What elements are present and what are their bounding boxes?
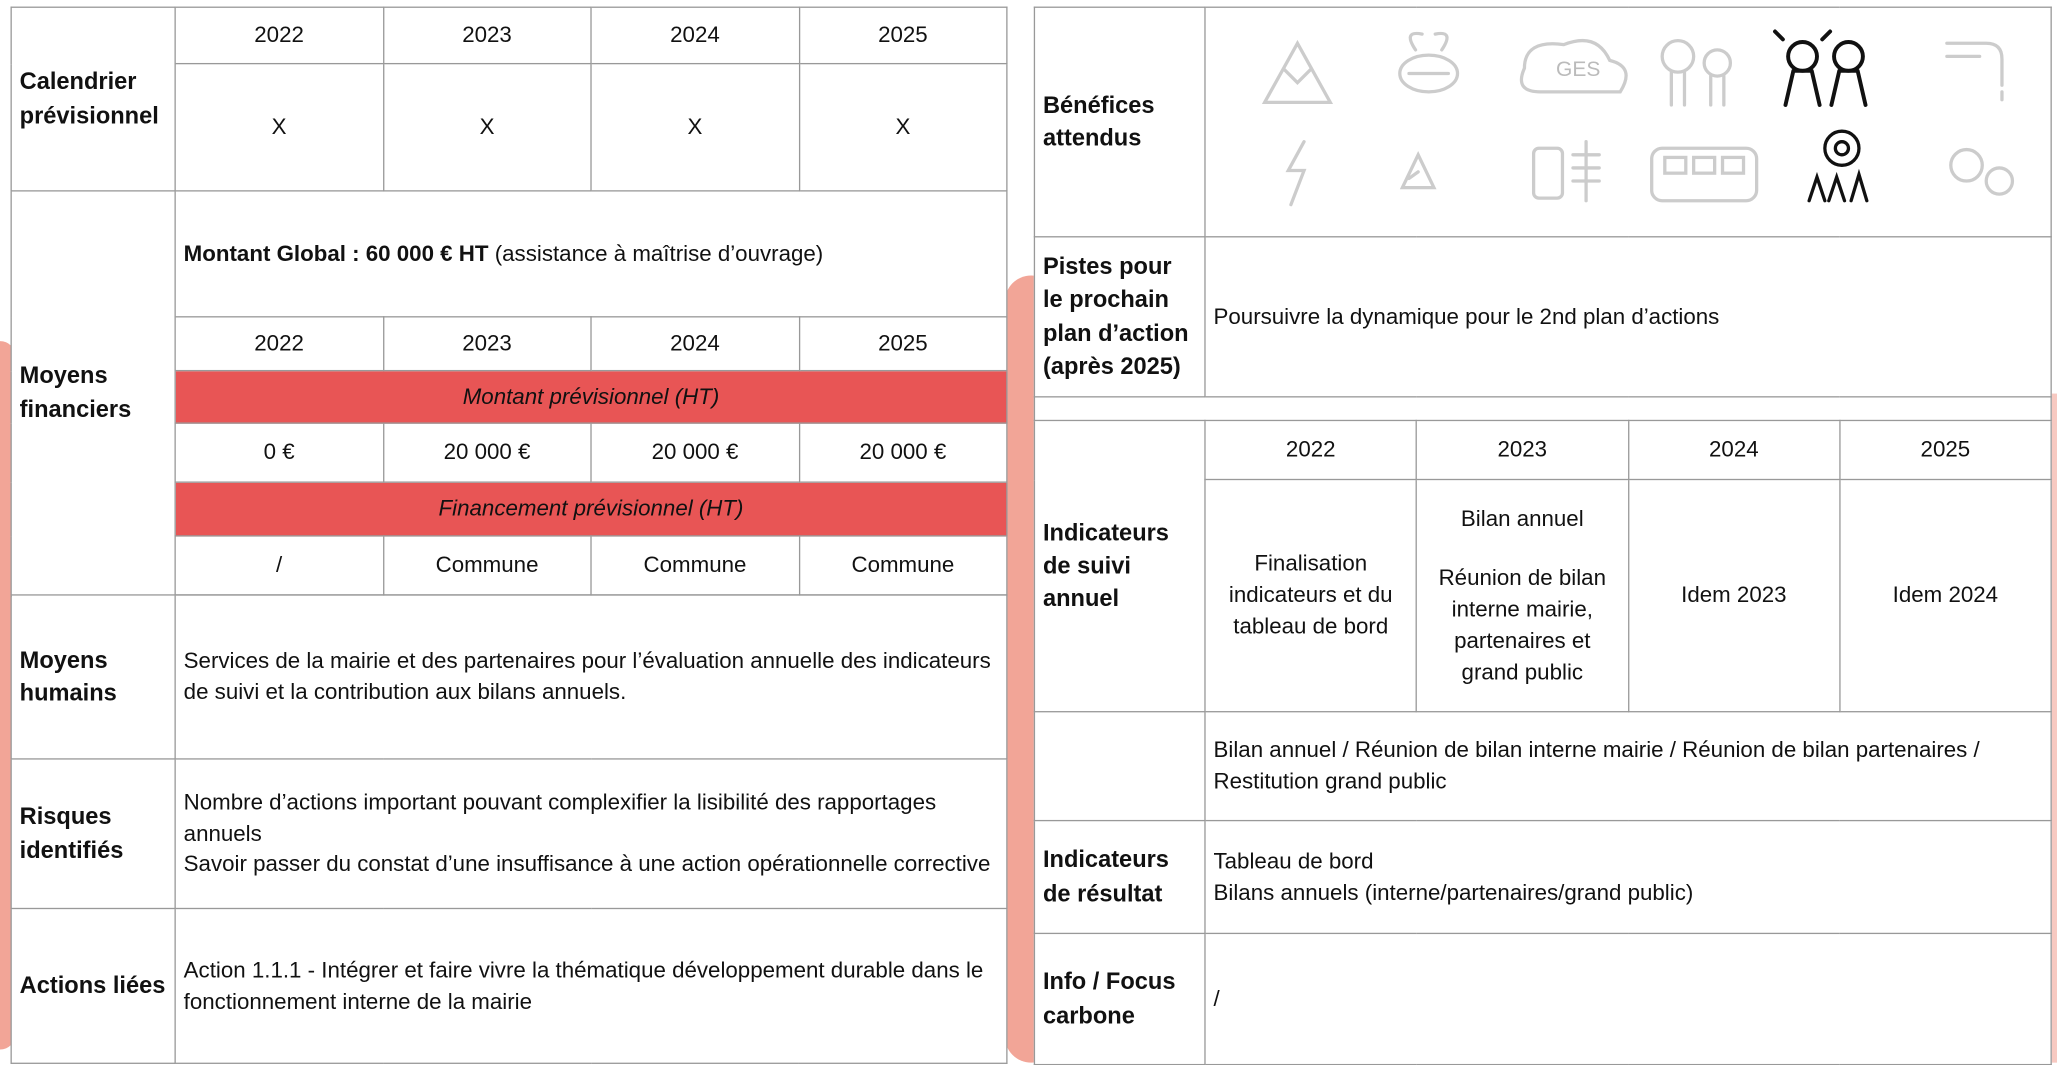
- cell: /: [174, 535, 384, 596]
- cell: Idem 2023: [1627, 478, 1841, 713]
- amount-label: Montant Global : 60 000 € HT: [183, 240, 489, 266]
- icon: [1398, 31, 1460, 94]
- amount-note: (assistance à maîtrise d’ouvrage): [494, 240, 824, 266]
- row: Risques identifiés Nombre d’actions impo…: [10, 758, 1008, 910]
- cell: Montant Global : 60 000 € HT (assistance…: [174, 190, 1008, 318]
- icon-text: GES: [1556, 58, 1600, 81]
- year: 2025: [1838, 419, 2052, 481]
- icons-cell: GES: [1204, 6, 2052, 238]
- cell: X: [590, 62, 800, 192]
- cell: Tableau de bord Bilans annuels (interne/…: [1204, 819, 2052, 935]
- cell: Poursuivre la dynamique pour le 2nd plan…: [1204, 236, 2052, 398]
- icon: [1650, 146, 1759, 203]
- text-line: Nombre d’actions important pouvant compl…: [183, 789, 937, 846]
- cell: Bilan annuel / Réunion de bilan interne …: [1204, 711, 2052, 822]
- icon: GES: [1519, 39, 1628, 94]
- cell: Services de la mairie et des partenaires…: [174, 594, 1008, 760]
- cell: 0 €: [174, 422, 384, 483]
- icon: [1399, 151, 1437, 190]
- row: 0 € 20 000 € 20 000 € 20 000 €: [11, 422, 1008, 483]
- row: [1033, 396, 2052, 422]
- year: 2022: [174, 6, 384, 65]
- icon: [1261, 39, 1334, 104]
- icon: [1945, 41, 2004, 102]
- icon: [1807, 129, 1869, 203]
- year: 2022: [174, 316, 384, 372]
- cell: X: [798, 62, 1008, 192]
- row-label: Pistes pour le prochain plan d’action (a…: [1033, 236, 1206, 398]
- cell: 20 000 €: [798, 422, 1008, 483]
- icon: [1949, 147, 2015, 196]
- cell: Action 1.1.1 - Intégrer et faire vivre l…: [174, 907, 1008, 1064]
- cell: X: [382, 62, 592, 192]
- cell: 20 000 €: [382, 422, 592, 483]
- row: Actions liées Action 1.1.1 - Intégrer et…: [10, 907, 1008, 1064]
- row: Montant prévisionnel (HT): [11, 369, 1008, 424]
- row-label: Moyens humains: [10, 594, 176, 760]
- row: Info / Focus carbone /: [1033, 932, 2052, 1065]
- row: Financement prévisionnel (HT): [11, 481, 1008, 537]
- row-label: Indicateurs de suivi annuel: [1033, 419, 1206, 713]
- cell: 20 000 €: [590, 422, 800, 483]
- row: Finalisation indicateurs et du tableau d…: [1034, 478, 2052, 713]
- row: Moyens humains Services de la mairie et …: [10, 594, 1008, 760]
- cell: Idem 2024: [1838, 478, 2052, 713]
- spacer: [1033, 396, 2052, 422]
- cell: Bilan annuel Réunion de bilan interne ma…: [1415, 478, 1629, 713]
- row: Calendrier prévisionnel 2022 2023 2024 2…: [10, 6, 1008, 192]
- year: 2023: [382, 316, 592, 372]
- text-line: Bilan annuel: [1460, 505, 1584, 531]
- row-label: Info / Focus carbone: [1033, 932, 1206, 1065]
- icon: [1285, 140, 1307, 207]
- row-label: Actions liées: [10, 907, 176, 1064]
- row-label: Moyens financiers: [10, 190, 176, 596]
- year: 2025: [798, 6, 1008, 65]
- text-line: Tableau de bord: [1213, 848, 1374, 874]
- year: 2024: [590, 316, 800, 372]
- year: 2024: [1627, 419, 1841, 481]
- row-label: Indicateurs de résultat: [1033, 819, 1206, 935]
- row: X X X X: [11, 62, 1008, 192]
- text-line: Réunion de bilan interne mairie, partena…: [1438, 565, 1606, 685]
- text-line: Bilans annuels (interne/partenaires/gran…: [1213, 879, 1694, 905]
- cell: Finalisation indicateurs et du tableau d…: [1204, 478, 1418, 713]
- row-label: Calendrier prévisionnel: [10, 6, 176, 192]
- year: 2023: [1415, 419, 1629, 481]
- row: / Commune Commune Commune: [11, 535, 1008, 596]
- row-label: Bénéfices attendus: [1033, 6, 1206, 238]
- row: Indicateurs de suivi annuel 2022 2023 20…: [1033, 419, 2052, 713]
- row-label: Risques identifiés: [10, 758, 176, 910]
- row: Moyens financiers Montant Global : 60 00…: [10, 190, 1008, 596]
- cell: Commune: [590, 535, 800, 596]
- text-line: Savoir passer du constat d’une insuffisa…: [183, 851, 991, 877]
- row: Pistes pour le prochain plan d’action (a…: [1033, 236, 2052, 398]
- icon: [1531, 140, 1601, 203]
- cell: Commune: [798, 535, 1008, 596]
- gap: [1425, 534, 1619, 563]
- year: 2024: [590, 6, 800, 65]
- row-label: [1033, 711, 1206, 822]
- cell: /: [1204, 932, 2052, 1065]
- row: Bénéfices attendus GES: [1033, 6, 2052, 238]
- benefit-icons: GES: [1261, 29, 2015, 207]
- row: Indicateurs de résultat Tableau de bord …: [1033, 819, 2052, 935]
- left-table: Calendrier prévisionnel 2022 2023 2024 2…: [10, 6, 1008, 1064]
- year: 2023: [382, 6, 592, 65]
- right-table: Bénéfices attendus GES: [1033, 6, 2052, 1065]
- cell: Nombre d’actions important pouvant compl…: [174, 758, 1008, 910]
- row: Bilan annuel / Réunion de bilan interne …: [1033, 711, 2052, 822]
- year: 2025: [798, 316, 1008, 372]
- icon: [1773, 29, 1868, 107]
- cell: Commune: [382, 535, 592, 596]
- year: 2022: [1204, 419, 1418, 481]
- section-header: Financement prévisionnel (HT): [174, 481, 1008, 537]
- cell: X: [174, 62, 384, 192]
- section-header: Montant prévisionnel (HT): [174, 369, 1008, 424]
- icon: [1660, 39, 1733, 107]
- row: 2022 2023 2024 2025: [11, 316, 1008, 372]
